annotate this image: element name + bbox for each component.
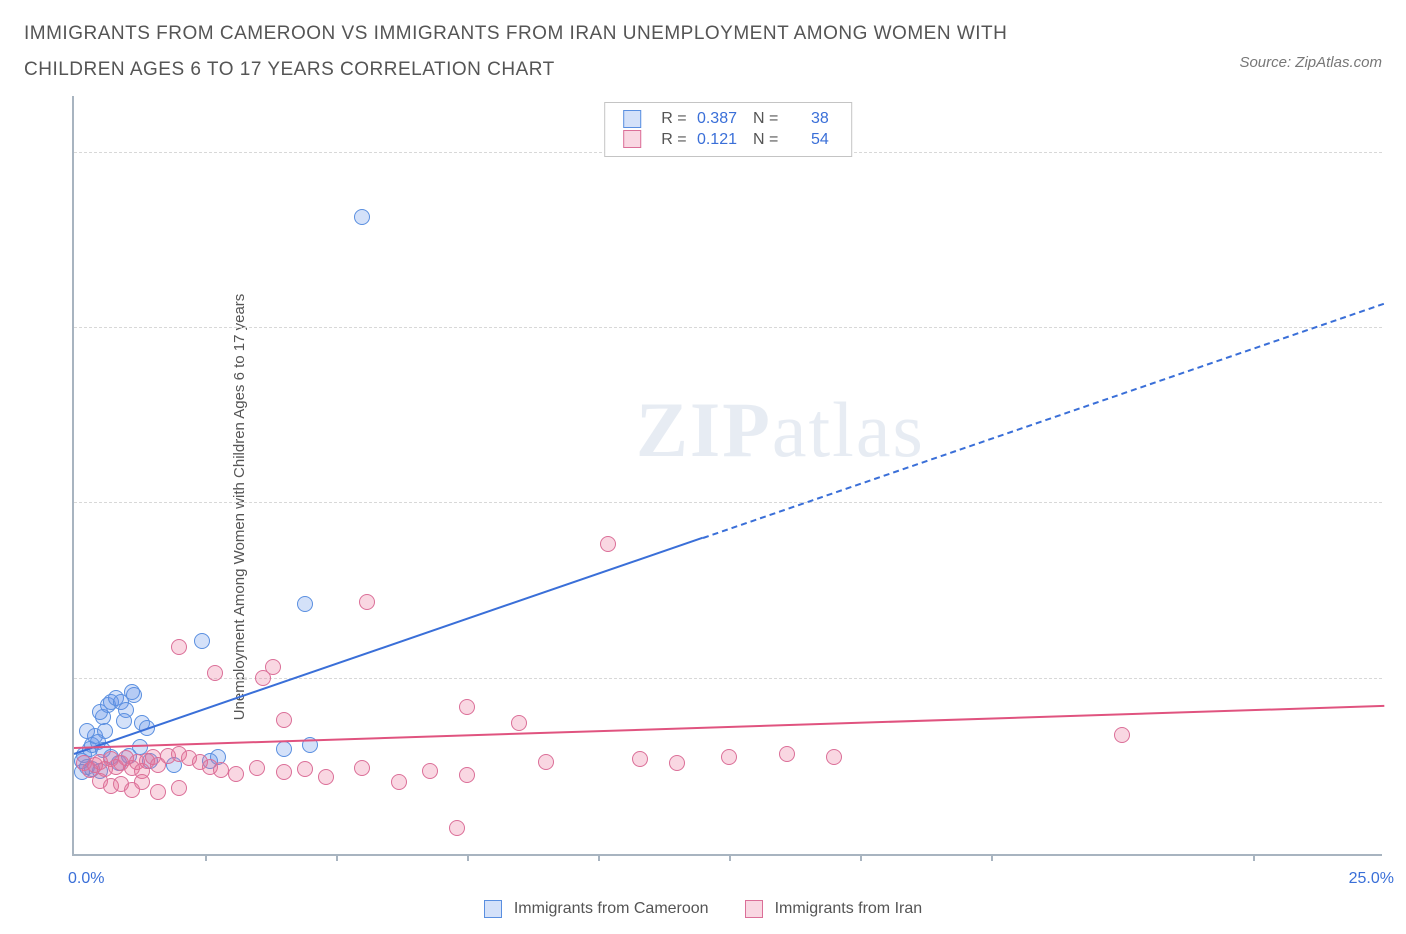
legend-row-cameroon: R = 0.387 N = 38 [615,109,837,129]
header: IMMIGRANTS FROM CAMEROON VS IMMIGRANTS F… [24,16,1382,88]
data-point-iran [511,715,527,731]
gridline [74,327,1382,328]
data-point-iran [1114,727,1130,743]
data-point-iran [297,761,313,777]
data-point-iran [449,820,465,836]
series-legend: Immigrants from Cameroon Immigrants from… [24,900,1382,918]
swatch-cameroon [623,110,641,128]
data-point-iran [249,760,265,776]
data-point-iran [826,749,842,765]
data-point-iran [276,764,292,780]
data-point-iran [354,760,370,776]
data-point-iran [213,762,229,778]
data-point-iran [359,594,375,610]
gridline [74,502,1382,503]
data-point-iran [459,767,475,783]
data-point-iran [459,699,475,715]
x-tick [467,854,469,861]
trend-line [74,537,703,755]
data-point-cameroon [124,684,140,700]
data-point-iran [228,766,244,782]
correlation-legend: R = 0.387 N = 38 R = 0.121 N = 54 [604,102,852,156]
data-point-iran [276,712,292,728]
x-tick [598,854,600,861]
source-attribution: Source: ZipAtlas.com [1239,16,1382,71]
x-tick [205,854,207,861]
data-point-cameroon [354,209,370,225]
data-point-iran [171,639,187,655]
y-tick-label: 45.0% [1392,319,1406,337]
data-point-iran [265,659,281,675]
chart-title: IMMIGRANTS FROM CAMEROON VS IMMIGRANTS F… [24,16,1084,88]
swatch-iran [623,130,641,148]
data-point-cameroon [79,723,95,739]
x-tick [729,854,731,861]
watermark: ZIPatlas [636,385,925,475]
data-point-iran [171,780,187,796]
swatch-cameroon [484,900,502,918]
trend-line [74,705,1384,749]
data-point-iran [600,536,616,552]
y-tick-label: 15.0% [1392,670,1406,688]
legend-item-cameroon: Immigrants from Cameroon [484,900,709,918]
data-point-iran [422,763,438,779]
data-point-iran [669,755,685,771]
data-point-iran [779,746,795,762]
data-point-iran [538,754,554,770]
swatch-iran [745,900,763,918]
data-point-iran [318,769,334,785]
legend-row-iran: R = 0.121 N = 54 [615,129,837,149]
data-point-cameroon [194,633,210,649]
data-point-iran [134,774,150,790]
x-tick [1253,854,1255,861]
legend-label: Immigrants from Iran [775,900,923,918]
x-axis-min-label: 0.0% [68,870,104,888]
data-point-iran [391,774,407,790]
y-tick-label: 60.0% [1392,144,1406,162]
y-tick-label: 30.0% [1392,494,1406,512]
data-point-iran [150,784,166,800]
chart-container: Unemployment Among Women with Children A… [24,96,1382,918]
x-axis-max-label: 25.0% [1349,870,1394,888]
data-point-cameroon [276,741,292,757]
data-point-iran [632,751,648,767]
x-tick [336,854,338,861]
data-point-cameroon [116,713,132,729]
x-tick [860,854,862,861]
legend-label: Immigrants from Cameroon [514,900,709,918]
data-point-iran [721,749,737,765]
data-point-cameroon [297,596,313,612]
x-tick [991,854,993,861]
plot-area: ZIPatlas R = 0.387 N = 38 R = 0.121 N = … [72,96,1382,856]
data-point-iran [207,665,223,681]
legend-item-iran: Immigrants from Iran [745,900,923,918]
